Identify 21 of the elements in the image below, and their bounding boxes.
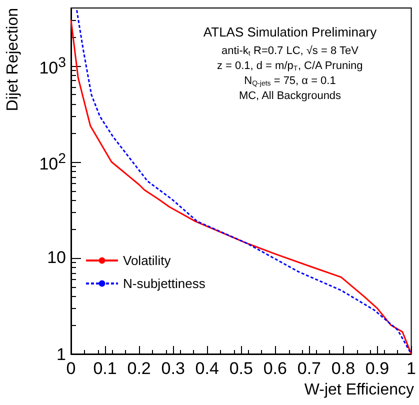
x-tick-label: 0.7: [297, 359, 322, 378]
x-tick-label: 0.4: [195, 359, 219, 378]
x-tick-label: 0.2: [127, 359, 151, 378]
annotation: MC, All Backgrounds: [238, 90, 342, 102]
y-axis-title: Dijet Rejection: [4, 8, 22, 112]
x-tick-label: 0.5: [229, 359, 253, 378]
x-tick-label: 0.6: [263, 359, 287, 378]
x-tick-label: 0.1: [93, 359, 117, 378]
legend-label: N-subjettiness: [123, 276, 206, 291]
y-tick-label: 10: [47, 248, 66, 268]
x-tick-label: 0.8: [331, 359, 356, 378]
legend-label: Volatility: [123, 253, 172, 268]
x-tick-label: 0.9: [365, 359, 390, 378]
x-tick-label: 1: [406, 359, 416, 378]
annotation: ATLAS Simulation Preliminary: [203, 24, 378, 40]
y-tick-label: 10$^{3}$: [39, 54, 66, 78]
x-tick-label: 0: [66, 359, 76, 378]
y-tick-label: 1: [56, 344, 66, 364]
y-tick-label: 10$^{2}$: [39, 150, 66, 174]
x-axis-title: W-jet Efficiency: [304, 382, 414, 398]
x-tick-label: 0.3: [161, 359, 185, 378]
